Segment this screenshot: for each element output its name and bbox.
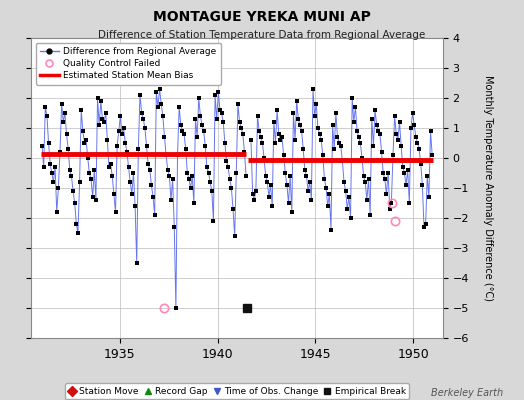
Text: Difference of Station Temperature Data from Regional Average: Difference of Station Temperature Data f… — [99, 30, 425, 40]
Y-axis label: Monthly Temperature Anomaly Difference (°C): Monthly Temperature Anomaly Difference (… — [483, 75, 493, 301]
Legend: Station Move, Record Gap, Time of Obs. Change, Empirical Break: Station Move, Record Gap, Time of Obs. C… — [65, 383, 409, 400]
Text: Berkeley Earth: Berkeley Earth — [431, 388, 503, 398]
Text: MONTAGUE YREKA MUNI AP: MONTAGUE YREKA MUNI AP — [153, 10, 371, 24]
